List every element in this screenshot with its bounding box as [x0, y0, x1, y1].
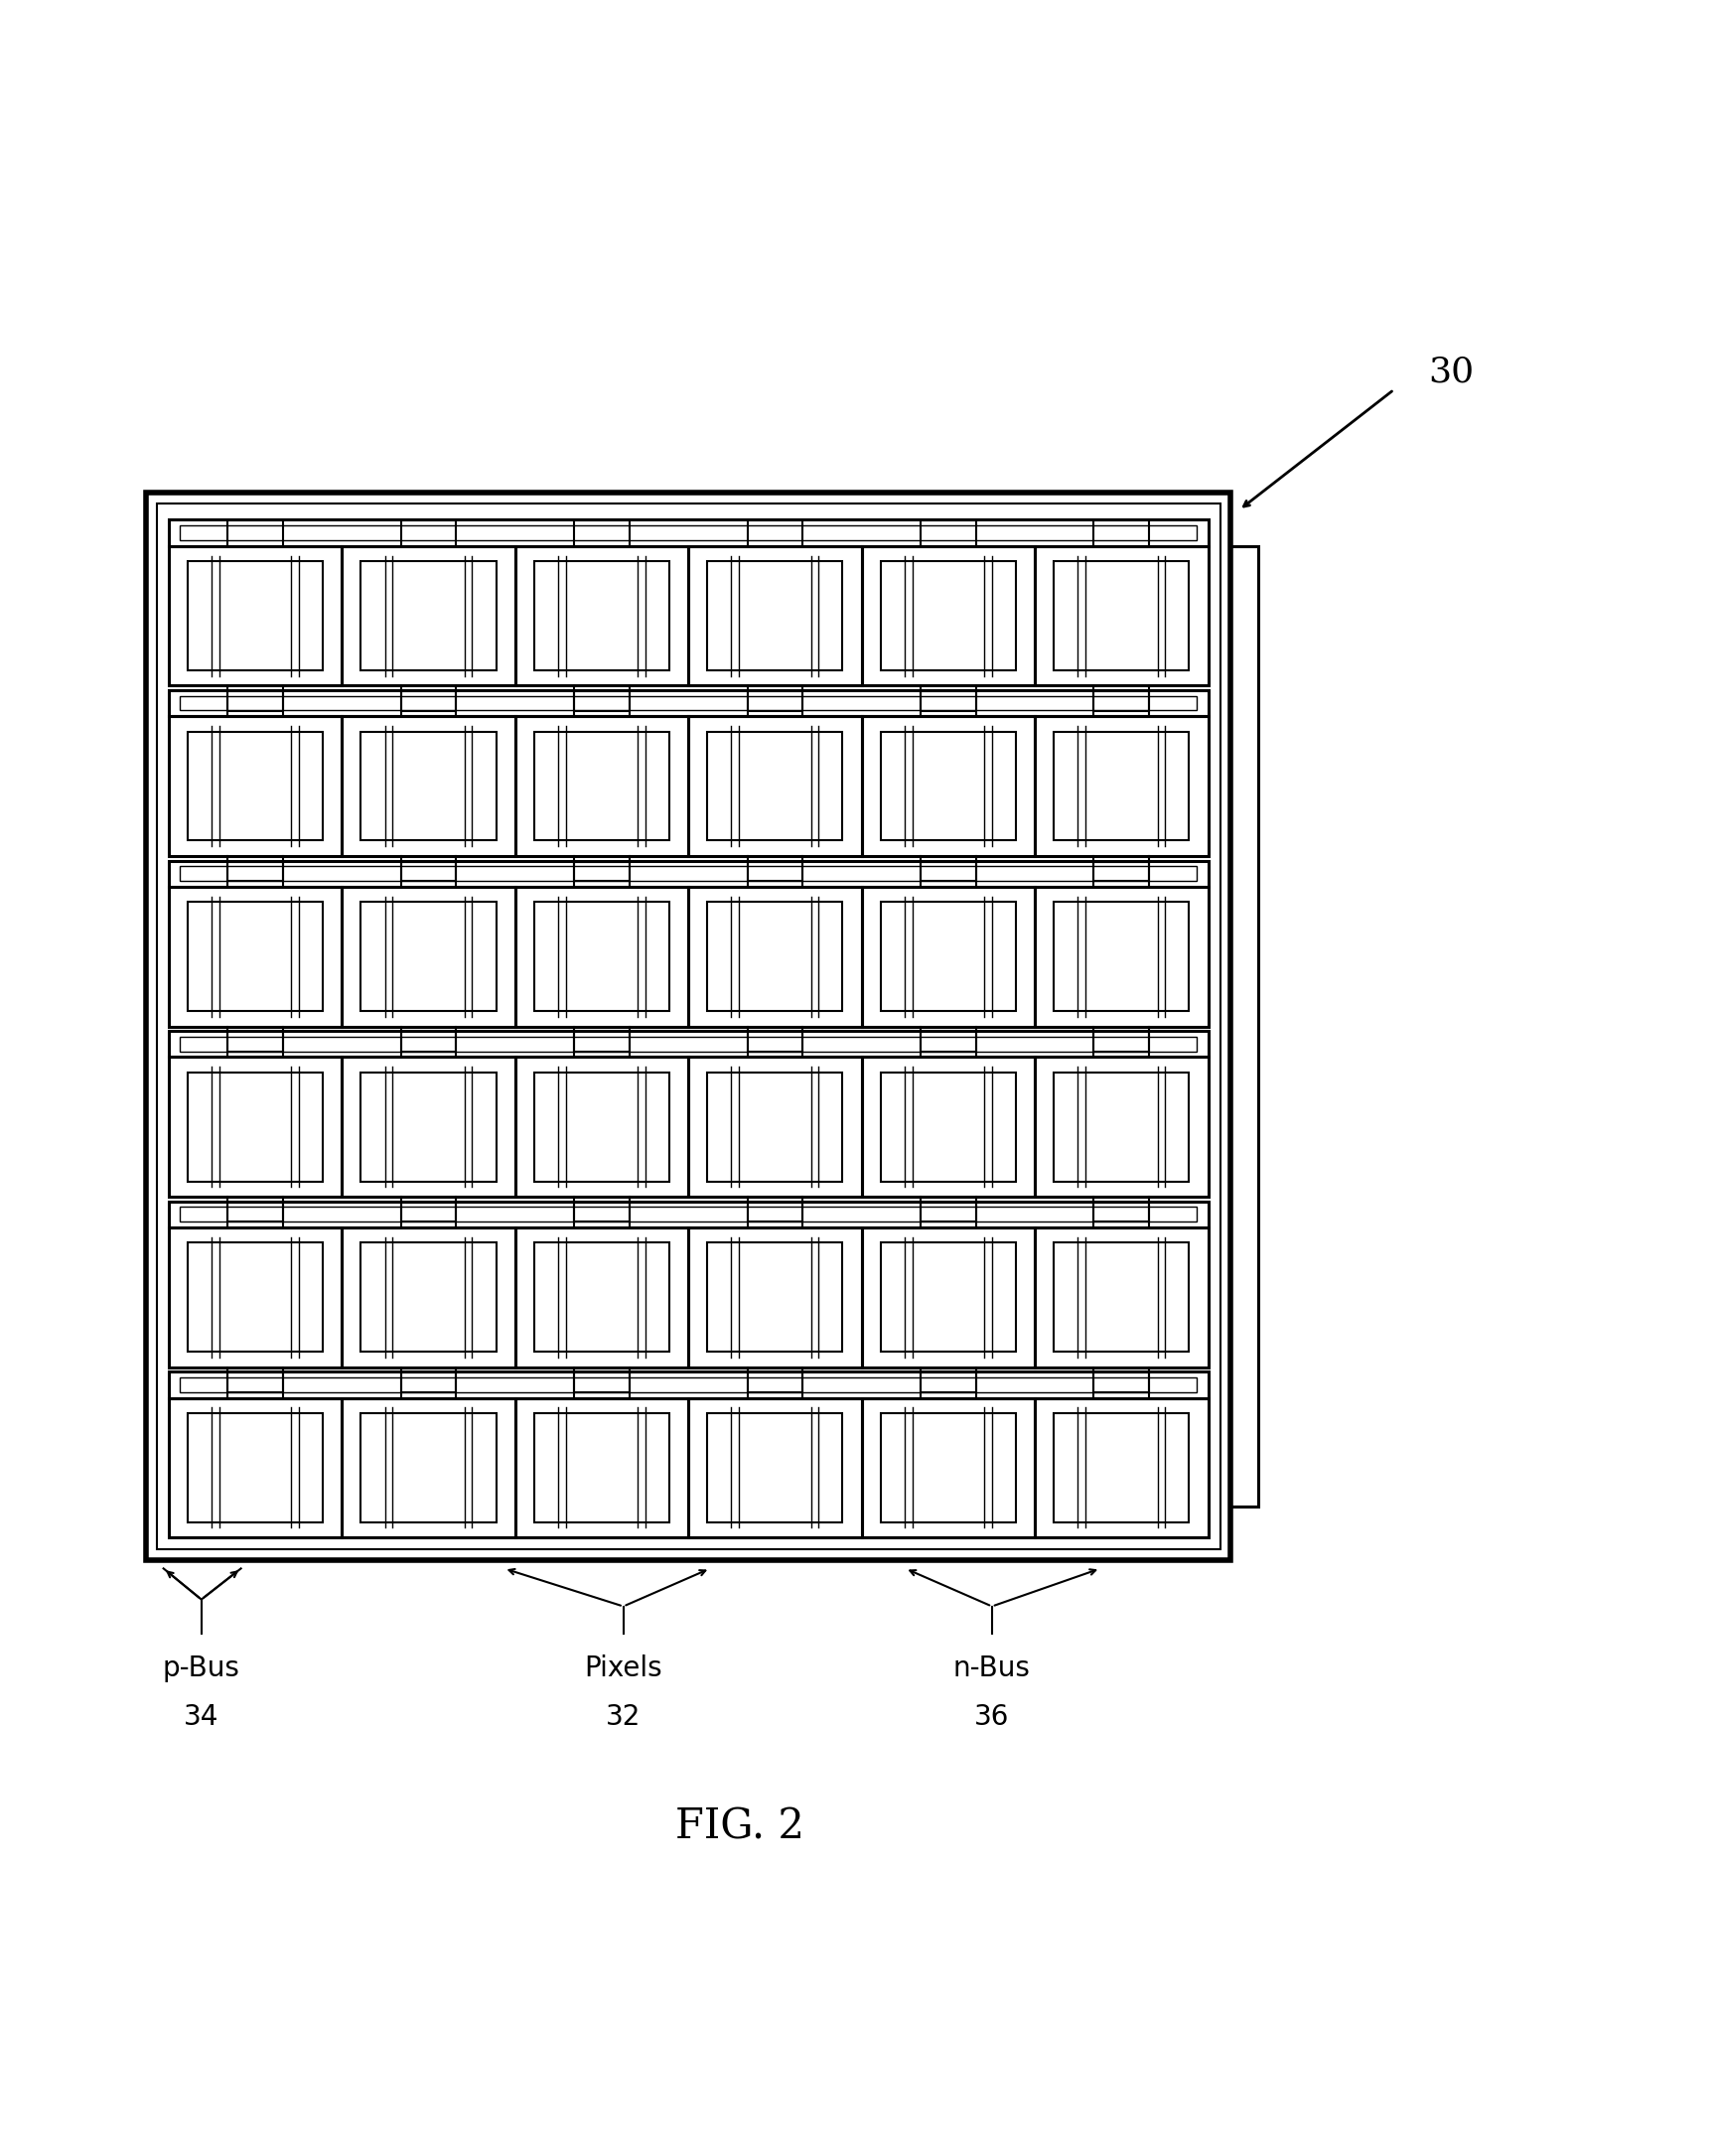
Bar — [187, 1072, 323, 1181]
Bar — [1034, 1227, 1207, 1367]
Bar — [688, 716, 862, 856]
Bar — [181, 867, 1195, 882]
Bar — [169, 860, 1207, 886]
Bar — [862, 545, 1034, 686]
Bar — [342, 1056, 514, 1197]
Bar — [361, 1072, 495, 1181]
Bar — [881, 561, 1015, 671]
Bar — [514, 716, 688, 856]
Bar — [187, 901, 323, 1011]
Bar — [514, 1397, 688, 1537]
Bar — [187, 1242, 323, 1352]
Bar — [688, 886, 862, 1026]
Bar — [688, 1397, 862, 1537]
Bar — [169, 716, 342, 856]
Bar — [169, 1201, 1207, 1227]
Bar — [533, 1412, 669, 1522]
Bar — [361, 901, 495, 1011]
Bar — [881, 1072, 1015, 1181]
Bar — [862, 1227, 1034, 1367]
Bar — [361, 731, 495, 841]
Bar — [146, 494, 1230, 1561]
Bar — [707, 1072, 843, 1181]
Bar — [169, 1031, 1207, 1056]
Bar — [1034, 716, 1207, 856]
Bar — [533, 561, 669, 671]
Bar — [169, 1227, 342, 1367]
Bar — [862, 1056, 1034, 1197]
Bar — [862, 1397, 1034, 1537]
Bar — [361, 1242, 495, 1352]
Bar — [169, 1056, 342, 1197]
Bar — [707, 1412, 843, 1522]
Bar — [169, 1371, 1207, 1397]
Bar — [1053, 901, 1189, 1011]
Bar — [181, 526, 1195, 541]
Bar — [1034, 886, 1207, 1026]
Bar — [1034, 1056, 1207, 1197]
Text: 34: 34 — [184, 1703, 218, 1731]
Bar — [862, 716, 1034, 856]
Text: p-Bus: p-Bus — [163, 1654, 239, 1682]
Bar — [181, 1378, 1195, 1393]
Text: 36: 36 — [974, 1703, 1010, 1731]
Bar — [169, 545, 342, 686]
Bar — [181, 696, 1195, 711]
Bar — [688, 545, 862, 686]
Bar — [533, 1242, 669, 1352]
Bar — [514, 1056, 688, 1197]
Bar — [707, 1242, 843, 1352]
Text: FIG. 2: FIG. 2 — [674, 1807, 805, 1848]
Bar — [157, 502, 1219, 1550]
Bar — [169, 520, 1207, 545]
Bar — [514, 1227, 688, 1367]
Bar — [862, 886, 1034, 1026]
Bar — [169, 690, 1207, 716]
Bar — [361, 1412, 495, 1522]
Bar — [1053, 1242, 1189, 1352]
Bar — [533, 731, 669, 841]
Bar — [361, 561, 495, 671]
Bar — [881, 901, 1015, 1011]
Bar — [1053, 1412, 1189, 1522]
Bar — [881, 731, 1015, 841]
Bar — [1053, 731, 1189, 841]
Bar — [187, 561, 323, 671]
Bar — [1053, 561, 1189, 671]
Bar — [707, 901, 843, 1011]
Bar — [881, 1412, 1015, 1522]
Bar — [707, 561, 843, 671]
Bar — [1034, 545, 1207, 686]
Text: n-Bus: n-Bus — [953, 1654, 1030, 1682]
Bar — [342, 1227, 514, 1367]
Bar — [181, 1207, 1195, 1222]
Bar — [342, 716, 514, 856]
Bar — [688, 1056, 862, 1197]
Bar — [181, 1037, 1195, 1052]
Text: 32: 32 — [605, 1703, 640, 1731]
Bar — [1034, 1397, 1207, 1537]
Bar — [533, 901, 669, 1011]
Bar — [1230, 545, 1257, 1507]
Bar — [1053, 1072, 1189, 1181]
Text: Pixels: Pixels — [585, 1654, 662, 1682]
Bar — [881, 1242, 1015, 1352]
Bar — [707, 731, 843, 841]
Text: 30: 30 — [1428, 356, 1474, 390]
Bar — [533, 1072, 669, 1181]
Bar — [342, 886, 514, 1026]
Bar — [514, 886, 688, 1026]
Bar — [342, 1397, 514, 1537]
Bar — [514, 545, 688, 686]
Bar — [688, 1227, 862, 1367]
Bar — [169, 886, 342, 1026]
Bar — [187, 731, 323, 841]
Bar — [169, 1397, 342, 1537]
Bar — [187, 1412, 323, 1522]
Bar — [342, 545, 514, 686]
